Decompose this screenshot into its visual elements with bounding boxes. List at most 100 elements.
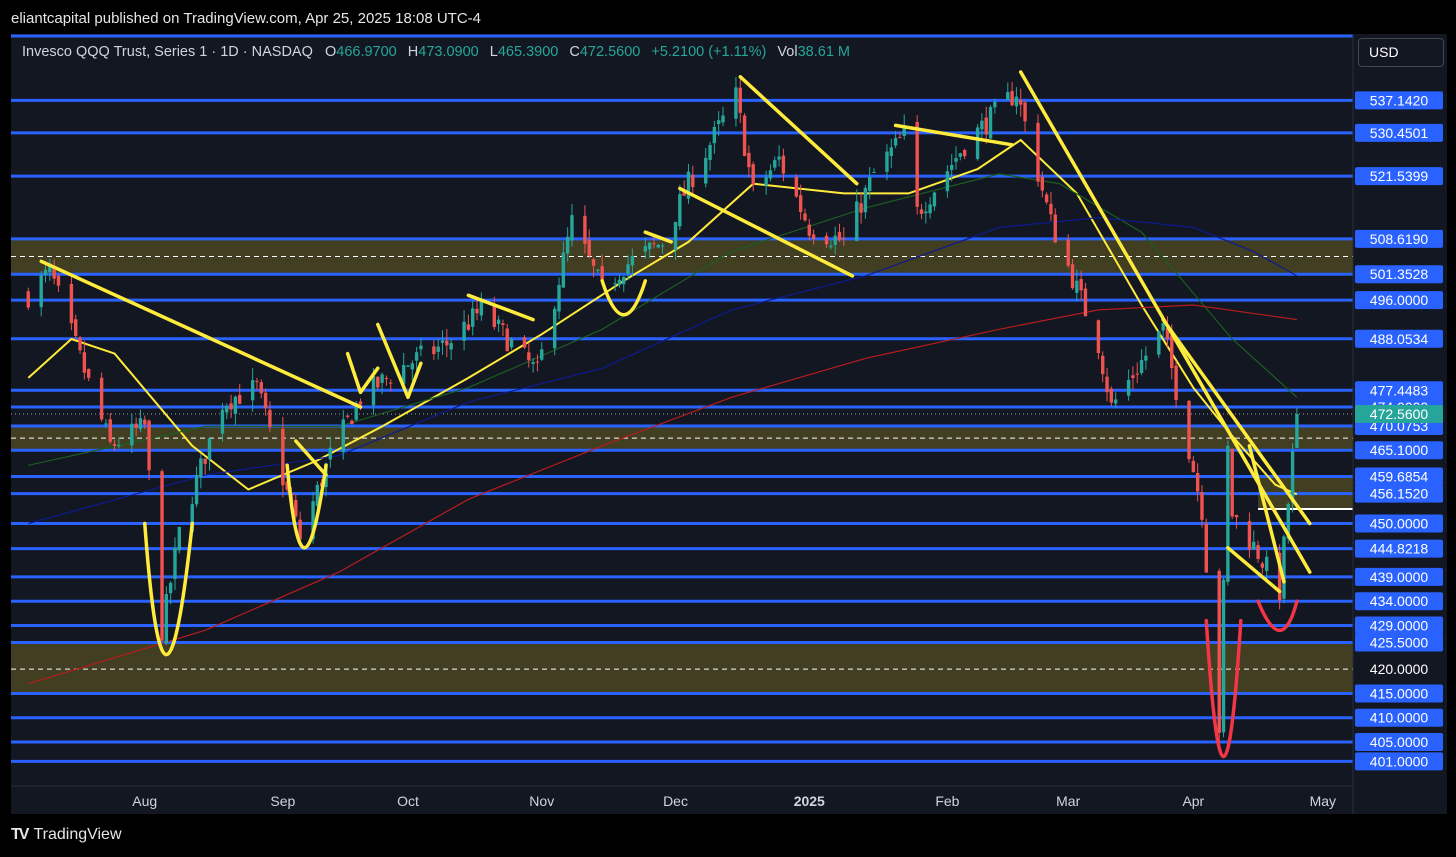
candle-body-127 (798, 195, 803, 212)
candle-body-67 (436, 346, 440, 352)
candle-body-55 (358, 401, 363, 405)
candle-body-115 (721, 115, 725, 123)
price-chart[interactable]: Aug Sep Oct Nov Dec 2025 Feb Mar Apr May 537.1420 5… (11, 34, 1447, 814)
candle-body-198 (1226, 445, 1230, 582)
candle-body-29 (203, 458, 207, 464)
price-badge-15 (1355, 567, 1443, 586)
candle-body-124 (777, 156, 781, 160)
candle-body-1 (39, 275, 43, 308)
candle-body-147 (919, 209, 924, 214)
price-label-0: 537.1420 (1370, 92, 1429, 108)
x-tick-7: Mar (1056, 793, 1080, 809)
candle-body-109 (686, 171, 691, 199)
candle-body-95 (600, 266, 604, 280)
candle-body-12 (104, 423, 108, 425)
annotation-0 (39, 259, 363, 409)
x-tick-5: 2025 (794, 793, 825, 809)
candle-body-14 (112, 443, 117, 446)
candle-body-181 (1126, 379, 1131, 396)
annotation-5 (376, 322, 423, 400)
price-badge-17 (1355, 616, 1443, 635)
candle-body-106 (673, 221, 678, 250)
candle-body-24 (173, 548, 177, 580)
candle-body-132 (829, 245, 833, 248)
candle-body-173 (1075, 280, 1079, 293)
candle-body-65 (419, 345, 423, 350)
candle-body-159 (988, 107, 993, 139)
candle-body-125 (781, 155, 786, 174)
candle-body-209 (1290, 451, 1295, 503)
zone-3 (11, 642, 1353, 694)
annotation-6 (466, 293, 535, 322)
candle-body-139 (868, 176, 872, 191)
candle-body-161 (1006, 92, 1010, 100)
candle-body-148 (924, 211, 928, 214)
candle-body-142 (889, 147, 893, 157)
legend-low: 465.3900 (497, 44, 559, 60)
candle-body-140 (872, 171, 876, 173)
annotation-11 (893, 123, 1014, 147)
moving-average-1 (28, 173, 1298, 466)
candle-body-66 (432, 346, 436, 355)
price-label-2: 521.5399 (1370, 168, 1429, 184)
candle-body-169 (1049, 203, 1053, 215)
candle-body-5 (56, 275, 61, 286)
candle-body-200 (1234, 514, 1239, 518)
x-tick-0: Aug (132, 793, 157, 809)
price-label-14: 444.8218 (1370, 541, 1429, 557)
candle-body-135 (842, 237, 846, 239)
candle-body-54 (354, 403, 358, 420)
candle-body-22 (164, 594, 169, 644)
x-tick-3: Nov (529, 793, 554, 809)
candle-body-0 (26, 291, 30, 308)
candle-body-97 (617, 279, 622, 285)
candle-body-186 (1157, 331, 1161, 355)
candle-body-131 (824, 235, 829, 245)
annotation-13 (1161, 317, 1312, 526)
moving-average-3 (28, 304, 1297, 685)
candle-body-93 (591, 259, 596, 266)
candle-body-153 (954, 158, 958, 162)
candle-body-8 (78, 337, 82, 351)
candle-body-59 (384, 378, 389, 380)
candle-body-83 (531, 362, 535, 364)
candle-body-15 (117, 445, 121, 447)
candle-body-69 (445, 340, 449, 346)
candle-body-107 (678, 194, 682, 227)
candle-body-87 (557, 284, 561, 312)
tradingview-logo-icon: TV (11, 826, 30, 843)
candle-body-76 (492, 303, 496, 328)
candle-body-194 (1200, 492, 1204, 520)
candle-body-171 (1066, 239, 1070, 266)
candle-body-10 (86, 368, 91, 378)
candle-body-165 (1023, 102, 1027, 122)
price-label-13: 450.0000 (1370, 516, 1429, 532)
price-label-1: 530.4501 (1370, 125, 1429, 141)
candle-body-50 (328, 447, 333, 460)
candle-body-128 (803, 213, 807, 221)
candle-body-96 (613, 283, 617, 285)
candle-body-208 (1286, 504, 1290, 539)
candle-body-31 (220, 409, 225, 434)
candle-body-4 (52, 267, 56, 279)
price-badge-5 (1355, 291, 1443, 310)
currency-button[interactable]: USD (1358, 38, 1444, 67)
footer: TV TradingView (11, 826, 122, 844)
candle-body-37 (255, 380, 259, 382)
price-badge-16 (1355, 592, 1443, 611)
candle-body-120 (751, 164, 755, 185)
candle-body-195 (1204, 523, 1208, 573)
candle-body-71 (462, 321, 466, 341)
price-badge-23 (1355, 752, 1443, 771)
candle-body-210 (1295, 413, 1299, 448)
candle-body-154 (958, 153, 963, 157)
candle-body-121 (764, 177, 768, 186)
annotation-4 (345, 351, 380, 395)
candle-body-183 (1135, 373, 1139, 375)
chart-pane[interactable]: Aug Sep Oct Nov Dec 2025 Feb Mar Apr May 537.1420 5… (11, 34, 1447, 814)
candle-body-116 (734, 87, 738, 119)
candle-body-134 (837, 232, 842, 241)
annotation-1 (143, 521, 194, 657)
x-tick-8: Apr (1182, 793, 1204, 809)
candle-body-143 (893, 137, 898, 146)
